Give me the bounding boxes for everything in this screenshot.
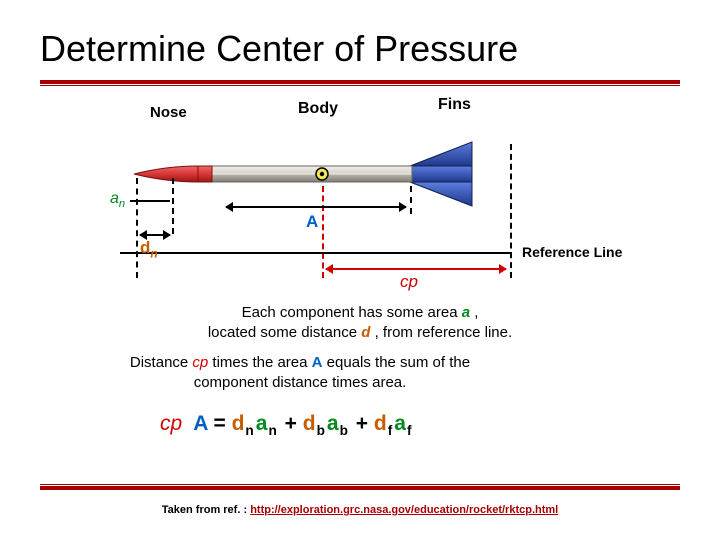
label-A: A xyxy=(306,212,318,232)
arrow-A xyxy=(226,206,406,208)
eq-A: A xyxy=(193,412,207,435)
arrow-cp xyxy=(326,268,506,270)
eq-b1: b xyxy=(317,423,325,438)
explain-line3: Distance cp times the area A equals the … xyxy=(20,354,580,371)
label-cp: cp xyxy=(400,272,418,292)
eq-a1: a xyxy=(256,412,268,435)
t: Each component has some area xyxy=(242,304,462,321)
footer-rule xyxy=(40,484,680,490)
t: times the area xyxy=(208,354,311,371)
eq-d2: d xyxy=(303,412,316,435)
eq-n1: n xyxy=(245,423,253,438)
dash-body-end xyxy=(410,186,412,214)
figure: Nose Body Fins xyxy=(80,92,640,462)
explain-line4: component distance times area. xyxy=(20,374,580,391)
t: a xyxy=(462,304,470,321)
t: , from reference line. xyxy=(370,324,512,341)
t: Distance xyxy=(130,354,193,371)
an-a: a xyxy=(110,190,119,207)
label-an: an xyxy=(110,190,125,210)
explain-line2: located some distance d , from reference… xyxy=(80,324,640,341)
eq-f1: f xyxy=(388,423,393,438)
arrow-dn xyxy=(140,234,170,236)
arrow-an xyxy=(130,200,170,202)
dn-d: d xyxy=(140,238,150,257)
dn-sub: n xyxy=(150,246,157,260)
citation: Taken from ref. : http://exploration.grc… xyxy=(0,504,720,516)
citation-link[interactable]: http://exploration.grc.nasa.gov/educatio… xyxy=(250,504,558,516)
eq-a2: a xyxy=(327,412,339,435)
eq-f2: f xyxy=(407,423,412,438)
page-title: Determine Center of Pressure xyxy=(40,28,518,70)
eq-cp: cp xyxy=(160,412,182,435)
t: A xyxy=(312,354,323,371)
eq-d3: d xyxy=(374,412,387,435)
dash-cp xyxy=(322,186,324,278)
explain-line1: Each component has some area a , xyxy=(80,304,640,321)
dash-nose-tip xyxy=(136,178,138,278)
an-sub: n xyxy=(119,198,125,210)
eq-d1: d xyxy=(232,412,245,435)
citation-prefix: Taken from ref. : xyxy=(162,504,250,516)
t: cp xyxy=(192,354,208,371)
t: located some distance xyxy=(208,324,361,341)
eq-eq: = xyxy=(213,412,231,435)
eq-a3: a xyxy=(394,412,406,435)
t: , xyxy=(470,304,478,321)
title-rule xyxy=(40,80,680,86)
dash-nose-mid xyxy=(172,178,174,234)
equation: cp A = dnan + dbab + dfaf xyxy=(160,412,414,438)
eq-p2: + xyxy=(356,412,374,435)
eq-p1: + xyxy=(285,412,303,435)
reference-line xyxy=(120,252,512,254)
rocket-svg xyxy=(80,92,640,292)
eq-b2: b xyxy=(340,423,348,438)
t: equals the sum of the xyxy=(323,354,471,371)
dash-ref xyxy=(510,144,512,278)
eq-n2: n xyxy=(268,423,276,438)
label-dn: dn xyxy=(140,238,158,260)
label-reference-line: Reference Line xyxy=(522,244,622,260)
